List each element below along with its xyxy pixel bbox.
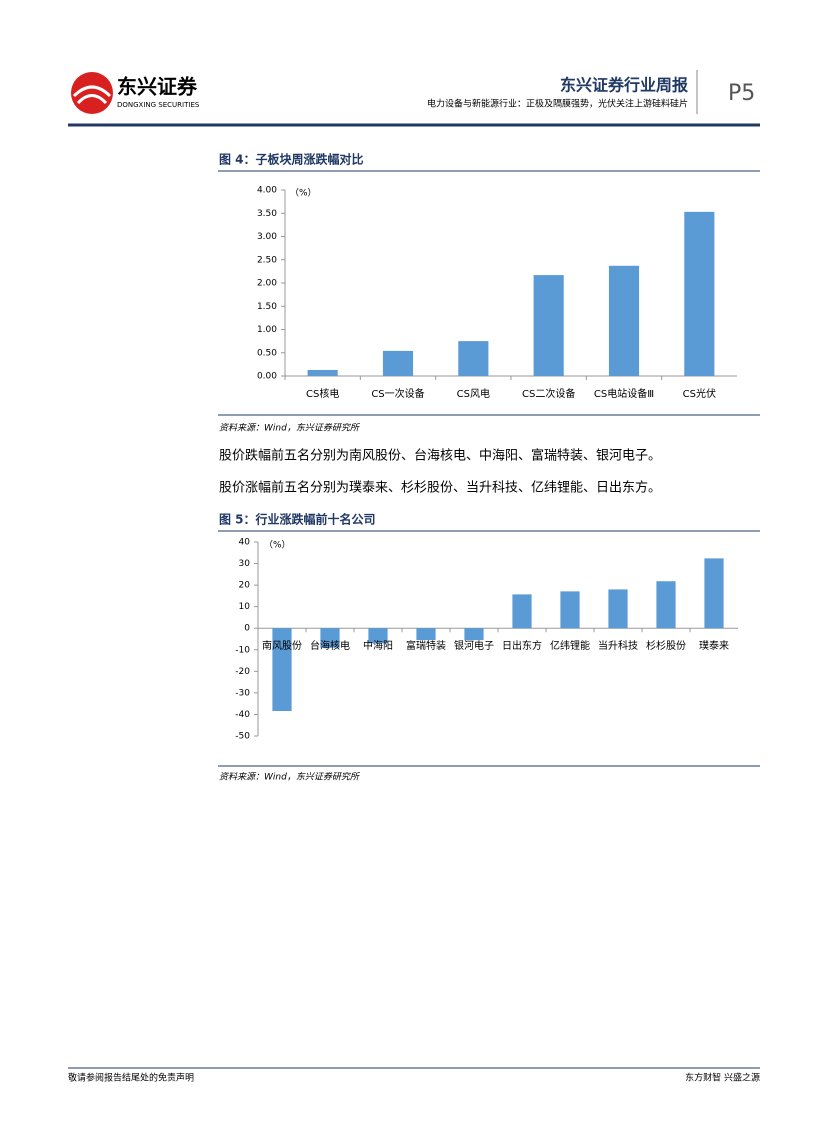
bar bbox=[272, 628, 292, 711]
figure-title: 图 4：子板块周涨跌幅对比 bbox=[219, 152, 364, 167]
unit-label: （%） bbox=[290, 188, 317, 199]
logo-subtext: DONGXING SECURITIES bbox=[117, 101, 200, 109]
footer-left: 敬请参阅报告结尾处的免责声明 bbox=[68, 1072, 194, 1084]
x-tick-label: 南风股份 bbox=[262, 639, 302, 652]
header-title: 东兴证券行业周报 bbox=[560, 76, 688, 95]
paragraph: 股价涨幅前五名分别为璞泰来、杉杉股份、当升科技、亿纬锂能、日出东方。 bbox=[219, 480, 661, 496]
x-tick-label: 杉杉股份 bbox=[646, 639, 686, 652]
bar bbox=[464, 628, 484, 641]
x-tick-label: 当升科技 bbox=[598, 639, 638, 652]
figure-title: 图 5：行业涨跌幅前十名公司 bbox=[219, 512, 376, 527]
paragraph: 股价跌幅前五名分别为南风股份、台海核电、中海阳、富瑞特装、银河电子。 bbox=[219, 448, 661, 464]
source: 资料来源：Wind，东兴证券研究所 bbox=[219, 772, 361, 783]
y-tick-label: 20 bbox=[239, 581, 251, 591]
y-tick-label: 30 bbox=[239, 559, 251, 569]
y-tick-label: -50 bbox=[235, 732, 250, 742]
bar bbox=[320, 628, 340, 648]
y-tick-label: 1.50 bbox=[257, 302, 277, 312]
bar bbox=[656, 581, 676, 629]
page-number: P5 bbox=[728, 81, 755, 106]
y-tick-label: 0.00 bbox=[257, 372, 277, 382]
bar bbox=[416, 628, 436, 641]
bar bbox=[608, 265, 640, 376]
x-tick-label: 日出东方 bbox=[502, 639, 542, 652]
y-tick-label: 2.00 bbox=[257, 279, 277, 289]
y-tick-label: 0 bbox=[244, 624, 250, 634]
y-tick-label: -40 bbox=[235, 710, 250, 720]
x-tick-label: CS一次设备 bbox=[371, 387, 424, 400]
x-tick-label: CS二次设备 bbox=[522, 387, 575, 400]
x-tick-label: 中海阳 bbox=[363, 639, 393, 652]
bar bbox=[533, 275, 564, 376]
y-tick-label: 3.00 bbox=[257, 232, 277, 242]
bar bbox=[307, 369, 338, 376]
y-tick-label: -20 bbox=[235, 667, 250, 677]
x-tick-label: 台海核电 bbox=[310, 639, 350, 652]
y-tick-label: 40 bbox=[239, 538, 251, 548]
y-tick-label: 4.00 bbox=[257, 186, 277, 196]
bar bbox=[458, 341, 489, 376]
bar bbox=[560, 591, 580, 629]
unit-label: （%） bbox=[264, 540, 291, 551]
bar bbox=[368, 628, 388, 644]
x-tick-label: CS核电 bbox=[306, 387, 339, 400]
x-tick-label: 璞泰来 bbox=[699, 639, 729, 652]
bar bbox=[382, 350, 414, 376]
source: 资料来源：Wind，东兴证券研究所 bbox=[219, 423, 361, 434]
x-tick-label: CS电站设备Ⅲ bbox=[594, 387, 654, 400]
y-tick-label: 2.50 bbox=[257, 255, 277, 265]
x-tick-label: CS风电 bbox=[457, 387, 490, 400]
y-tick-label: 1.00 bbox=[257, 325, 277, 335]
x-tick-label: 富瑞特装 bbox=[406, 639, 446, 652]
x-tick-label: 亿纬锂能 bbox=[550, 639, 590, 652]
bar bbox=[684, 211, 715, 376]
y-tick-label: -10 bbox=[235, 645, 250, 655]
logo-mark bbox=[72, 85, 112, 98]
logo-text: 东兴证券 bbox=[117, 75, 198, 99]
bar bbox=[704, 558, 724, 629]
bar bbox=[608, 589, 628, 629]
y-tick-label: 0.50 bbox=[257, 348, 277, 358]
y-tick-label: -30 bbox=[235, 688, 250, 698]
footer-right: 东方财智 兴盛之源 bbox=[685, 1072, 760, 1084]
logo-icon bbox=[71, 72, 113, 114]
logo-mark bbox=[76, 94, 108, 105]
y-tick-label: 10 bbox=[239, 602, 251, 612]
x-tick-label: 银河电子 bbox=[454, 639, 494, 652]
header-subtitle: 电力设备与新能源行业：正极及隔膜强势，光伏关注上游硅料硅片 bbox=[427, 98, 688, 110]
x-tick-label: CS光伏 bbox=[683, 387, 716, 400]
y-tick-label: 3.50 bbox=[257, 209, 277, 219]
bar bbox=[512, 594, 532, 629]
